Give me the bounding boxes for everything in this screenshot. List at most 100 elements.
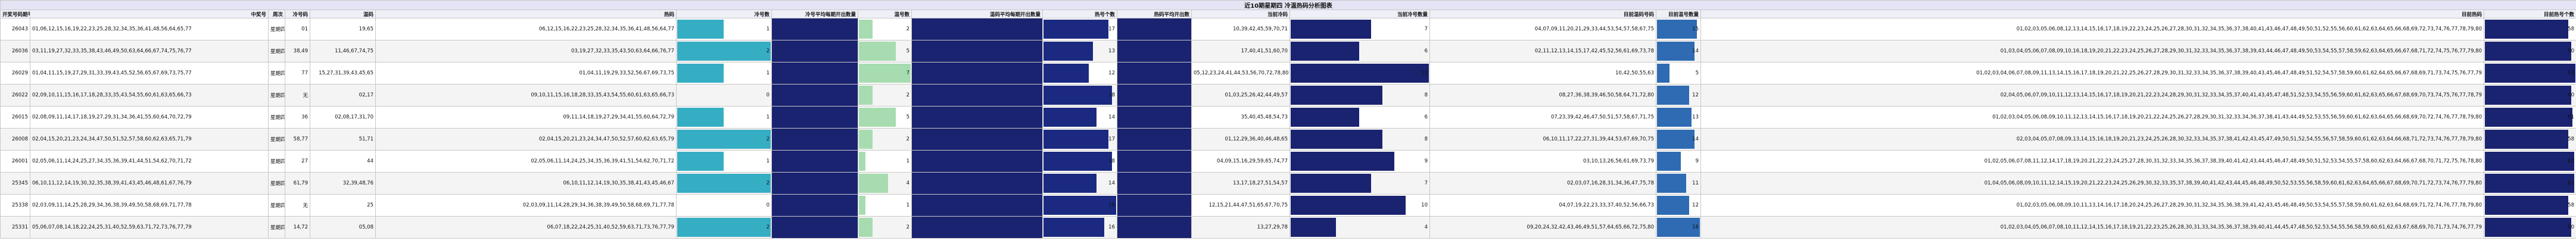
cell-text: 8 bbox=[1424, 92, 1428, 98]
cell bbox=[1117, 84, 1192, 107]
cell-text: 06,07,18,22,24,25,31,40,52,59,63,71,73,7… bbox=[547, 224, 674, 230]
cell: 06,10,11,17,22,27,31,39,44,53,67,69,70,7… bbox=[1429, 128, 1656, 151]
cell-text: 01,04,11,19,29,33,52,56,67,69,73,75 bbox=[579, 70, 674, 76]
cell-text: 26001 bbox=[11, 158, 28, 164]
cell: 19,65 bbox=[310, 18, 376, 40]
cell-text: 02,04,15,20,21,23,24,34,47,50,52,57,60,6… bbox=[538, 136, 674, 142]
cell: 09,11,14,18,19,27,29,34,41,55,60,64,72,7… bbox=[375, 106, 677, 129]
cell: 25345 bbox=[0, 172, 30, 195]
cell: 星期四 bbox=[268, 40, 285, 62]
cell-text: 26008 bbox=[11, 136, 28, 142]
data-bar bbox=[1044, 152, 1113, 171]
data-bar bbox=[1657, 130, 1695, 149]
cell-text: 星期四 bbox=[270, 115, 285, 121]
cell: 01,02,03,05,06,08,09,10,11,13,14,16,17,1… bbox=[1700, 194, 2484, 217]
data-bar bbox=[859, 218, 873, 237]
cell: 2 bbox=[676, 172, 772, 195]
data-bar bbox=[677, 42, 771, 61]
cell: 0 bbox=[676, 194, 772, 217]
cell-text: 14 bbox=[1692, 48, 1699, 54]
data-bar bbox=[2485, 20, 2568, 39]
cell: 2 bbox=[858, 18, 912, 40]
cell: 18 bbox=[1042, 150, 1117, 173]
cell: 无 bbox=[285, 84, 310, 107]
cell-text: 0 bbox=[766, 202, 770, 208]
cell: 01,02,03,04,05,06,08,09,10,11,12,13,14,1… bbox=[1700, 106, 2484, 129]
cell-text: 32,39,48,76 bbox=[342, 180, 373, 186]
cell: 26029 bbox=[0, 62, 30, 84]
cell: 01,02,03,04,06,07,08,09,11,13,14,15,16,1… bbox=[1700, 62, 2484, 84]
cell-text: 19 bbox=[1108, 202, 1115, 208]
data-bar bbox=[1291, 130, 1382, 149]
cell-text: 02,03,09,11,14,28,29,34,36,38,39,49,50,5… bbox=[522, 202, 674, 208]
data-bar bbox=[1044, 218, 1105, 237]
header-row: 开奖号码期号 中奖号 周次 冷号码 温码 热码 冷号数 冷号平均每期开出数量 温号数 温码平均每期… bbox=[0, 10, 2576, 18]
cell: 5 bbox=[858, 40, 912, 62]
cell-text: 25345 bbox=[11, 180, 28, 186]
cell: 星期四 bbox=[268, 128, 285, 151]
cell-text: 60 bbox=[2568, 92, 2574, 98]
cell bbox=[1117, 18, 1192, 40]
cell-text: 09,11,14,18,19,27,29,34,41,55,60,64,72,7… bbox=[563, 114, 674, 120]
cell bbox=[771, 106, 858, 129]
cell-text: 0 bbox=[766, 92, 770, 98]
cell-text: 15 bbox=[1692, 26, 1699, 32]
cell-text: 01,02,03,05,06,08,09,10,11,13,14,16,17,1… bbox=[2016, 202, 2482, 208]
data-bar bbox=[2485, 152, 2574, 171]
cell: 38,49 bbox=[285, 40, 310, 62]
cell-text: 58 bbox=[2568, 26, 2574, 32]
data-bar bbox=[859, 108, 896, 127]
cell: 星期四 bbox=[268, 216, 285, 239]
cell-text: 8 bbox=[1424, 136, 1428, 142]
cell-text: 星期四 bbox=[270, 71, 285, 77]
data-bar bbox=[1291, 152, 1394, 171]
cell-text: 06,12,15,16,22,23,25,28,32,34,35,36,41,4… bbox=[538, 26, 674, 32]
data-row: 26043 01,06,12,15,16,19,22,23,25,28,32,34… bbox=[0, 18, 2576, 40]
cell-text: 02,04,05,06,07,09,10,11,12,13,14,15,16,1… bbox=[2000, 92, 2482, 98]
data-bar bbox=[1657, 196, 1689, 215]
cell-text: 1 bbox=[766, 26, 770, 32]
cell: 16 bbox=[1042, 216, 1117, 239]
data-bar bbox=[1291, 174, 1371, 193]
data-bar bbox=[1044, 108, 1097, 127]
data-bar bbox=[1291, 20, 1371, 39]
cell: 62 bbox=[2484, 150, 2576, 173]
cell: 03,11,19,27,32,33,35,38,43,46,49,50,63,6… bbox=[30, 40, 269, 62]
cell: 06,10,11,12,14,19,30,32,35,38,39,41,43,4… bbox=[30, 172, 269, 195]
cell: 07,23,39,42,46,47,50,51,57,58,67,71,75 bbox=[1429, 106, 1656, 129]
cell-text: 2 bbox=[906, 224, 909, 230]
cell-text: 02,05,06,11,14,24,25,27,34,35,36,39,41,4… bbox=[32, 158, 192, 164]
cell: 26022 bbox=[0, 84, 30, 107]
cell: 02,08,09,11,14,17,18,19,27,29,31,34,36,4… bbox=[30, 106, 269, 129]
data-row: 26036 03,11,19,27,32,33,35,38,43,46,49,50… bbox=[0, 40, 2576, 62]
cell: 2 bbox=[676, 128, 772, 151]
cell-text: 18 bbox=[1108, 158, 1115, 164]
cell-text: 星期四 bbox=[270, 49, 285, 55]
cell-text: 06,10,11,12,14,19,30,32,35,38,39,41,43,4… bbox=[32, 180, 192, 186]
data-bar bbox=[1291, 196, 1406, 215]
cell-text: 26029 bbox=[11, 70, 28, 76]
cell: 12,15,21,44,47,51,65,67,70,75 bbox=[1191, 194, 1290, 217]
cell: 01,04,11,15,19,27,29,31,33,39,43,45,52,5… bbox=[30, 62, 269, 84]
cell-text: 58 bbox=[2568, 202, 2574, 208]
data-bar bbox=[2485, 42, 2571, 61]
cell-text: 01,12,29,36,40,46,48,65 bbox=[1225, 136, 1288, 142]
cell: 12 bbox=[1042, 62, 1117, 84]
cell-text: 63 bbox=[2568, 70, 2574, 76]
cell-text: 01,04,11,15,19,27,29,31,33,39,43,45,52,5… bbox=[32, 70, 192, 76]
cell: 04,09,15,16,29,59,65,74,77 bbox=[1191, 150, 1290, 173]
cell bbox=[1117, 40, 1192, 62]
cell: 25 bbox=[310, 194, 376, 217]
cell-text: 9 bbox=[1424, 158, 1428, 164]
cell: 01 bbox=[285, 18, 310, 40]
cell-text: 5 bbox=[906, 48, 909, 54]
cell bbox=[911, 128, 1043, 151]
cell-text: 27 bbox=[301, 158, 308, 164]
cell: 13 bbox=[1656, 106, 1701, 129]
column-header: 热号个数 bbox=[1042, 10, 1117, 18]
data-bar bbox=[859, 64, 911, 83]
cell-text: 25338 bbox=[11, 202, 28, 208]
cell-text: 17 bbox=[1108, 26, 1115, 32]
cell: 60 bbox=[2484, 84, 2576, 107]
cell-text: 77 bbox=[301, 70, 308, 76]
